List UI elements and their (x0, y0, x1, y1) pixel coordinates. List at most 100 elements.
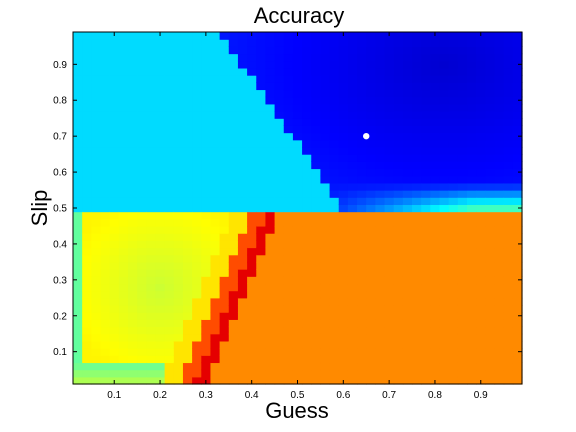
heatmap-cell (73, 233, 83, 241)
heatmap-cell (174, 248, 184, 256)
heatmap-cell (265, 75, 275, 83)
heatmap-cell (100, 283, 110, 291)
heatmap-cell (119, 118, 129, 126)
heatmap-cell (339, 262, 349, 270)
heatmap-cell (467, 147, 477, 155)
heatmap-cell (275, 291, 285, 299)
heatmap-cell (275, 111, 285, 119)
heatmap-cell (91, 39, 101, 47)
heatmap-cell (467, 283, 477, 291)
heatmap-cell (348, 118, 358, 126)
heatmap-cell (302, 262, 312, 270)
heatmap-cell (385, 298, 395, 306)
heatmap-cell (137, 39, 147, 47)
heatmap-cell (476, 140, 486, 148)
heatmap-cell (476, 46, 486, 54)
heatmap-cell (256, 291, 266, 299)
heatmap-cell (155, 204, 165, 212)
heatmap-cell (366, 97, 376, 105)
heatmap-cell (174, 312, 184, 320)
heatmap-cell (339, 362, 349, 370)
heatmap-cell (412, 319, 422, 327)
heatmap-cell (82, 118, 92, 126)
heatmap-cell (449, 111, 459, 119)
heatmap-cell (504, 212, 514, 220)
heatmap-cell (403, 255, 413, 263)
heatmap-cell (375, 362, 385, 370)
heatmap-cell (174, 262, 184, 270)
heatmap-cell (348, 283, 358, 291)
heatmap-cell (467, 327, 477, 335)
heatmap-cell (357, 255, 367, 263)
heatmap-cell (504, 190, 514, 198)
heatmap-cell (320, 168, 330, 176)
heatmap-cell (467, 348, 477, 356)
heatmap-cell (403, 118, 413, 126)
heatmap-cell (302, 319, 312, 327)
heatmap-cell (174, 370, 184, 378)
heatmap-cell (284, 118, 294, 126)
heatmap-cell (302, 269, 312, 277)
heatmap-cell (330, 68, 340, 76)
heatmap-cell (311, 197, 321, 205)
heatmap-cell (403, 276, 413, 284)
heatmap-cell (229, 240, 239, 248)
heatmap-cell (100, 233, 110, 241)
heatmap-cell (385, 312, 395, 320)
heatmap-cell (91, 312, 101, 320)
heatmap-cell (495, 61, 505, 69)
heatmap-cell (430, 233, 440, 241)
heatmap-cell (485, 319, 495, 327)
heatmap-cell (449, 269, 459, 277)
heatmap-cell (265, 276, 275, 284)
heatmap-cell (165, 319, 175, 327)
heatmap-cell (513, 219, 523, 227)
heatmap-cell (100, 219, 110, 227)
heatmap-cell (183, 75, 193, 83)
heatmap-cell (339, 305, 349, 313)
heatmap-cell (348, 305, 358, 313)
heatmap-cell (256, 377, 266, 385)
heatmap-cell (339, 140, 349, 148)
heatmap-cell (137, 212, 147, 220)
heatmap-cell (485, 291, 495, 299)
heatmap-cell (284, 54, 294, 62)
heatmap-cell (275, 255, 285, 263)
heatmap-cell (174, 233, 184, 241)
heatmap-cell (412, 161, 422, 169)
heatmap-cell (320, 319, 330, 327)
heatmap-cell (458, 111, 468, 119)
heatmap-cell (449, 233, 459, 241)
heatmap-cell (82, 111, 92, 119)
heatmap-cell (504, 111, 514, 119)
heatmap-cell (403, 154, 413, 162)
heatmap-cell (165, 168, 175, 176)
heatmap-cell (183, 226, 193, 234)
heatmap-cell (302, 104, 312, 112)
heatmap-cell (440, 362, 450, 370)
heatmap-cell (293, 276, 303, 284)
heatmap-cell (366, 334, 376, 342)
heatmap-cell (82, 341, 92, 349)
heatmap-cell (485, 46, 495, 54)
heatmap-cell (320, 176, 330, 184)
heatmap-cell (421, 283, 431, 291)
heatmap-cell (110, 334, 120, 342)
heatmap-cell (458, 176, 468, 184)
heatmap-cell (201, 240, 211, 248)
heatmap-cell (73, 334, 83, 342)
heatmap-cell (357, 176, 367, 184)
heatmap-cell (119, 89, 129, 97)
heatmap-cell (421, 75, 431, 83)
heatmap-cell (238, 183, 248, 191)
heatmap-cell (476, 212, 486, 220)
heatmap-cell (302, 233, 312, 241)
heatmap-cell (265, 118, 275, 126)
heatmap-cell (128, 183, 138, 191)
heatmap-cell (311, 161, 321, 169)
heatmap-cell (128, 212, 138, 220)
heatmap-cell (275, 341, 285, 349)
heatmap-cell (265, 377, 275, 385)
heatmap-cell (146, 204, 156, 212)
heatmap-cell (348, 248, 358, 256)
